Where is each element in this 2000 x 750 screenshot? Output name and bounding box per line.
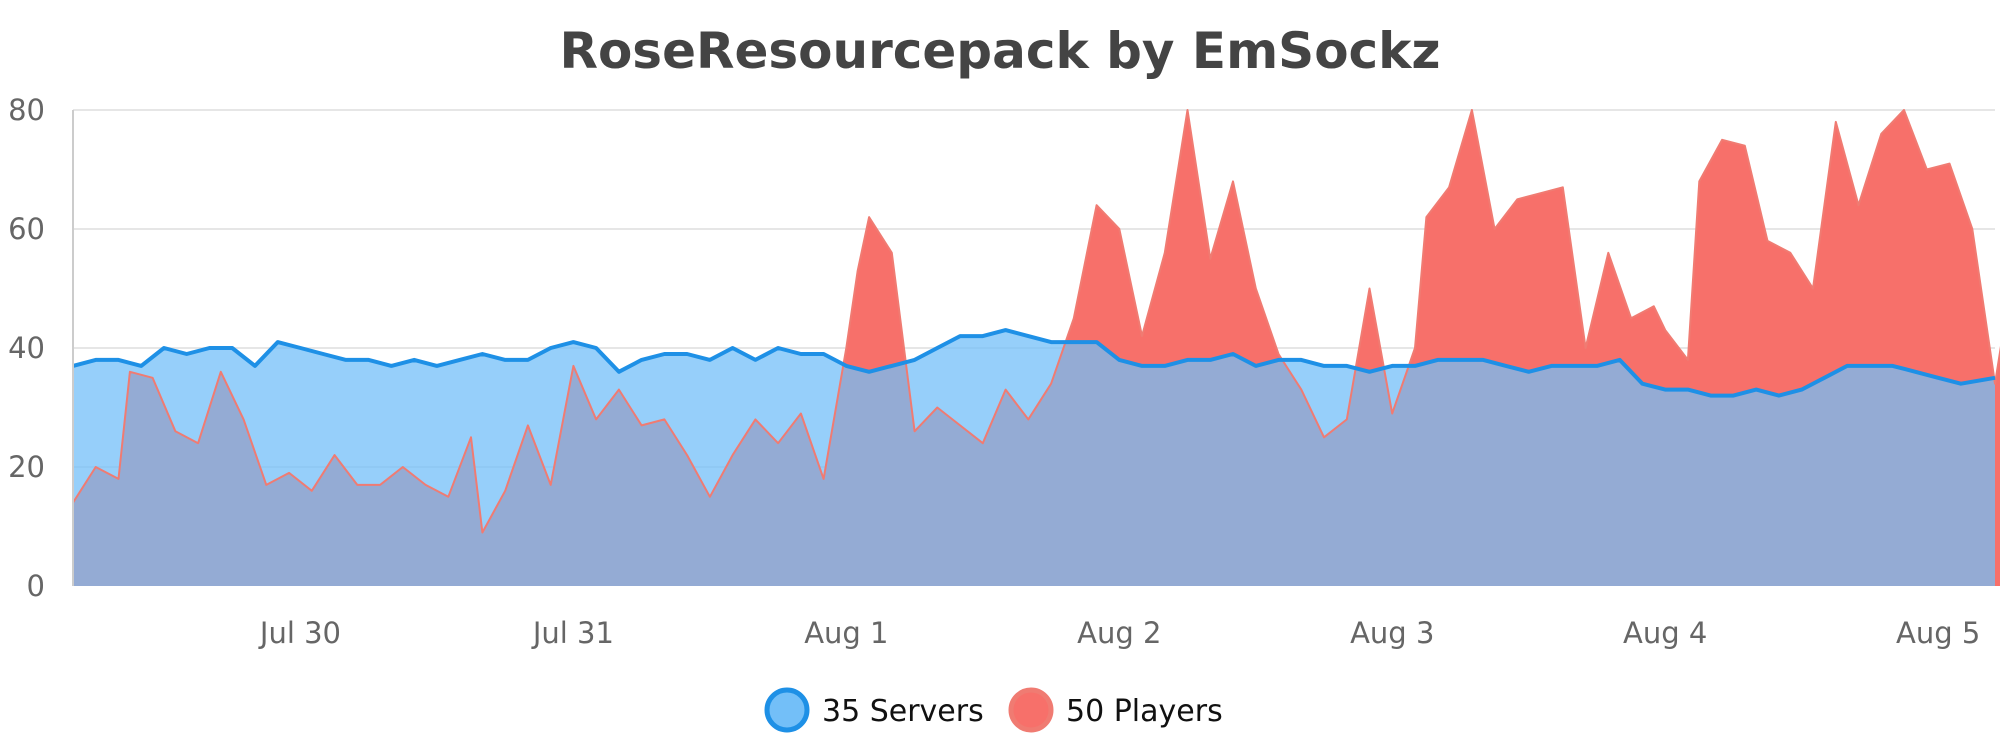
x-tick-label: Jul 31 [531, 616, 614, 650]
y-tick-label: 20 [8, 450, 45, 484]
x-tick-label: Jul 30 [258, 616, 341, 650]
legend-label: 50 Players [1066, 694, 1223, 729]
chart-title: RoseResourcepack by EmSockz [559, 22, 1440, 80]
y-axis-ticks: 0 20 40 60 80 [8, 93, 45, 603]
y-tick-label: 0 [27, 569, 45, 603]
series-area [73, 330, 1995, 586]
legend-swatch [764, 687, 810, 733]
legend: 35 Servers 50 Players [764, 687, 1223, 733]
x-tick-label: Aug 1 [804, 616, 888, 650]
y-tick-label: 60 [8, 212, 45, 246]
y-tick-label: 40 [8, 331, 45, 365]
legend-label: 35 Servers [822, 694, 984, 729]
x-tick-label: Aug 5 [1896, 616, 1980, 650]
legend-swatch [1008, 687, 1054, 733]
x-tick-label: Aug 4 [1623, 616, 1707, 650]
series-line [72, 109, 2000, 534]
x-tick-label: Aug 2 [1077, 616, 1161, 650]
series-line [72, 328, 1996, 398]
x-axis-ticks: Jul 30 Jul 31 Aug 1 Aug 2 Aug 3 Aug 4 Aug 5 [258, 616, 1980, 650]
x-tick-label: Aug 3 [1350, 616, 1434, 650]
y-tick-label: 80 [8, 93, 45, 127]
series-layer [72, 109, 2000, 586]
